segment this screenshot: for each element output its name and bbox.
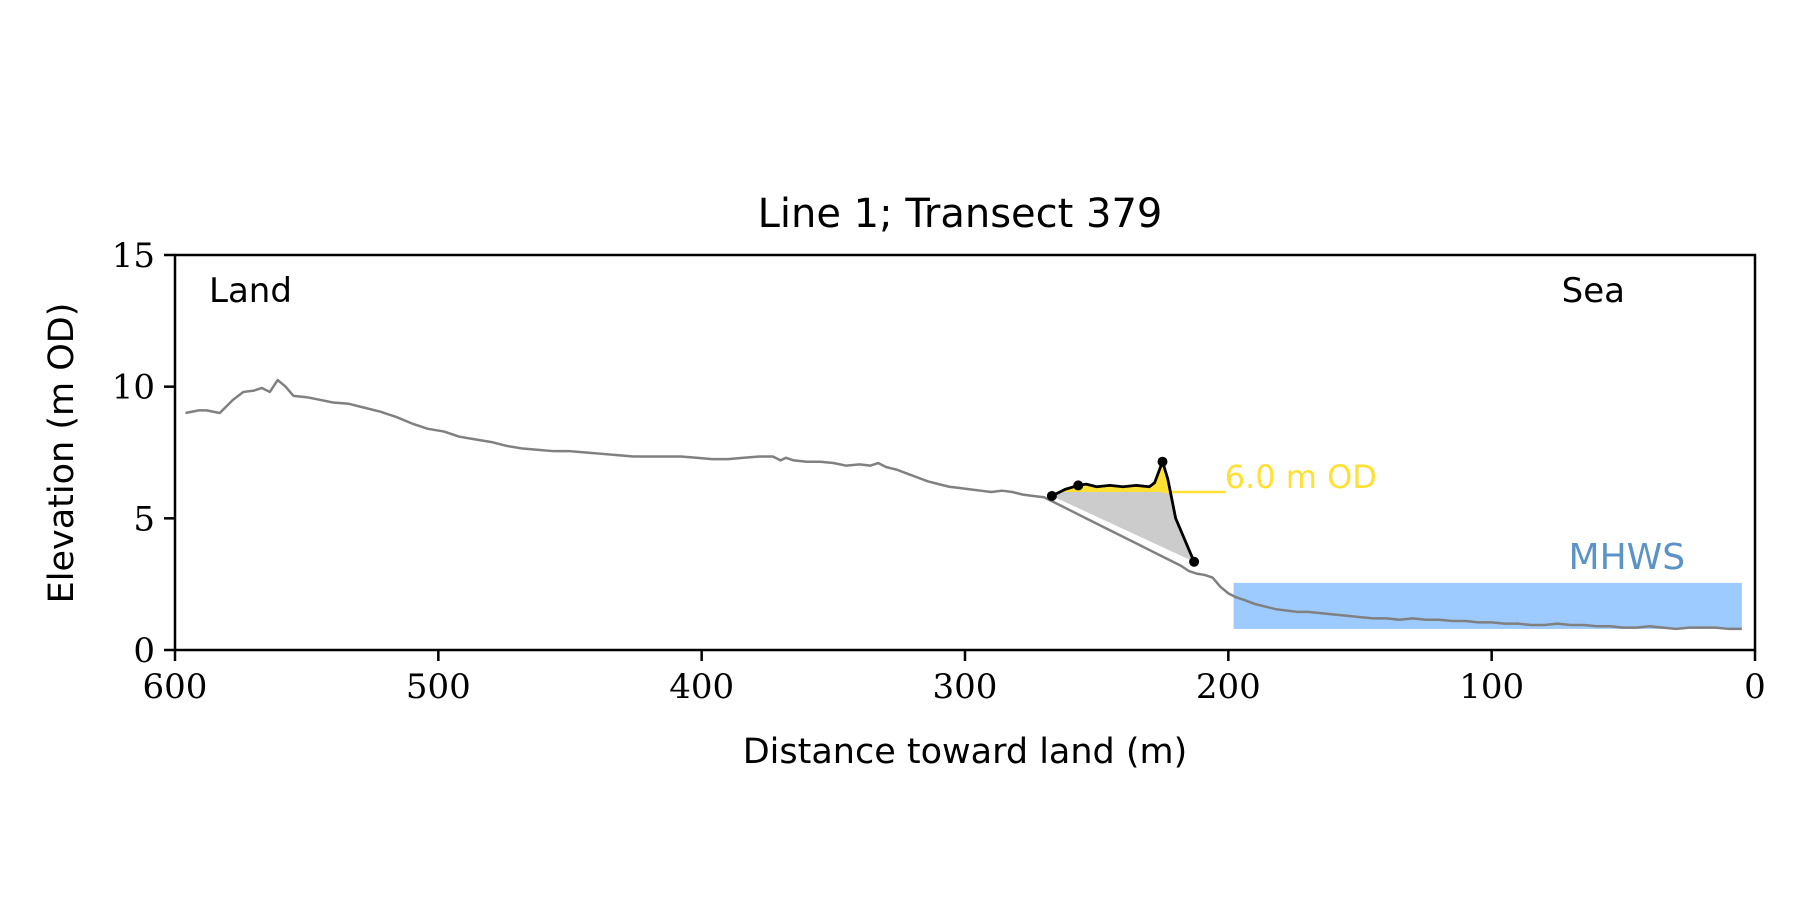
x-axis-label: Distance toward land (m) xyxy=(743,732,1188,772)
x-tick-label: 300 xyxy=(933,667,998,707)
chart-title: Line 1; Transect 379 xyxy=(758,191,1163,237)
y-tick-label: 0 xyxy=(133,631,155,671)
x-tick-label: 400 xyxy=(669,667,734,707)
mhws-label: MHWS xyxy=(1569,537,1686,578)
x-tick-label: 500 xyxy=(406,667,471,707)
dune-marker-point xyxy=(1189,556,1200,567)
y-tick-label: 5 xyxy=(133,499,155,539)
y-tick-label: 10 xyxy=(112,368,155,408)
dune-marker-point xyxy=(1046,490,1057,501)
y-tick-label: 15 xyxy=(112,236,155,276)
y-axis-label: Elevation (m OD) xyxy=(42,303,82,604)
x-tick-label: 100 xyxy=(1459,667,1524,707)
dune-marker-point xyxy=(1157,456,1168,467)
terrain-profile-line xyxy=(185,378,1742,631)
x-tick-label: 200 xyxy=(1196,667,1261,707)
threshold-label: 6.0 m OD xyxy=(1225,458,1377,496)
x-tick-label: 0 xyxy=(1744,667,1766,707)
sea-label: Sea xyxy=(1562,271,1625,311)
dune-marker-point xyxy=(1073,480,1084,491)
x-tick-label: 600 xyxy=(143,667,208,707)
land-label: Land xyxy=(209,271,292,311)
